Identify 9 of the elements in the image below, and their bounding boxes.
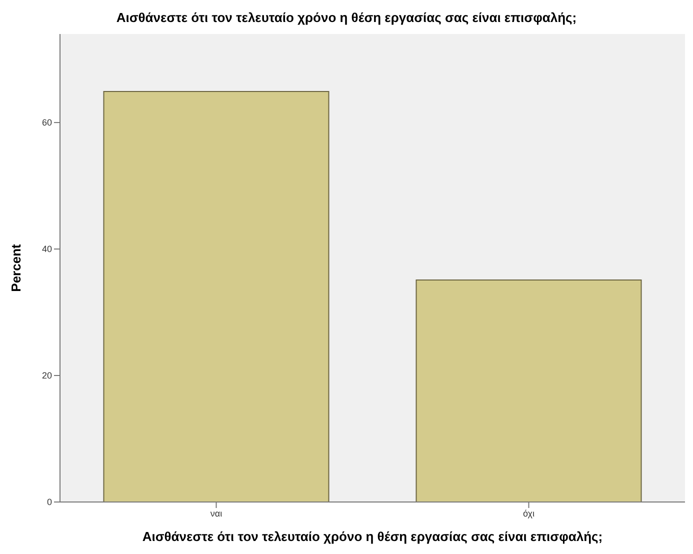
y-tick-label: 0 <box>46 497 52 508</box>
y-tick-label: 40 <box>42 244 52 254</box>
y-tick-label: 20 <box>42 370 52 381</box>
x-axis-title: Αισθάνεστε ότι τον τελευταίο χρόνο η θέση εργασίας σας είναι επισφαλής; <box>141 529 604 544</box>
y-axis-title: Percent <box>8 243 24 292</box>
chart-title: Αισθάνεστε ότι τον τελευταίο χρόνο η θέση εργασίας σας είναι επισφαλής; <box>115 10 578 25</box>
x-tick-label: όχι <box>523 508 534 518</box>
y-tick-label: 60 <box>42 118 52 128</box>
x-tick-label: ναι <box>210 508 222 518</box>
